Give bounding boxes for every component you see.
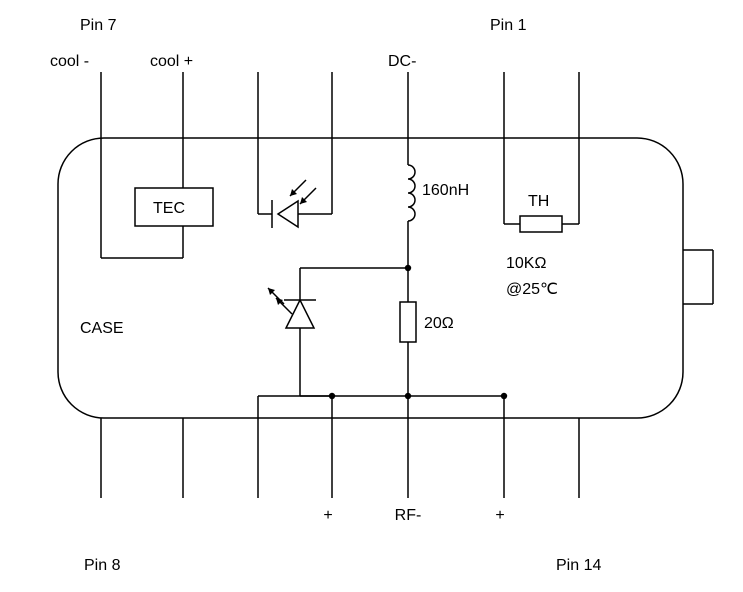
case-label: CASE (80, 320, 124, 337)
laser-diode-triangle (286, 300, 314, 328)
junction-dot (405, 265, 411, 271)
inductor-value-label: 160nH (422, 182, 469, 199)
pin7-label: Pin 7 (80, 17, 117, 34)
circuit-diagram: CASE Pin 7 Pin 1 cool - cool + DC- TEC 160nH 20Ω… (0, 0, 743, 592)
pin14-label: Pin 14 (556, 557, 601, 574)
thermistor-value1: 10KΩ (506, 255, 546, 272)
cool-plus-label: cool + (150, 53, 193, 70)
thermistor-label: TH (528, 193, 549, 210)
cool-minus-label: cool - (50, 53, 89, 70)
thermistor-value2: @25℃ (506, 281, 558, 298)
plus-label-2: + (495, 507, 504, 524)
resistor-20ohm (400, 302, 416, 342)
junction-dot (329, 393, 335, 399)
case-outline (58, 138, 683, 418)
plus-label-1: + (323, 507, 332, 524)
dc-minus-label: DC- (388, 53, 416, 70)
photodiode-triangle (278, 201, 298, 227)
junction-dot (405, 393, 411, 399)
pin1-label: Pin 1 (490, 17, 527, 34)
rf-minus-label: RF- (395, 507, 422, 524)
resistor-value-label: 20Ω (424, 315, 454, 332)
pin8-label: Pin 8 (84, 557, 121, 574)
tec-label: TEC (153, 200, 185, 217)
junction-dot (501, 393, 507, 399)
inductor-coil (408, 165, 415, 221)
thermistor (520, 216, 562, 232)
